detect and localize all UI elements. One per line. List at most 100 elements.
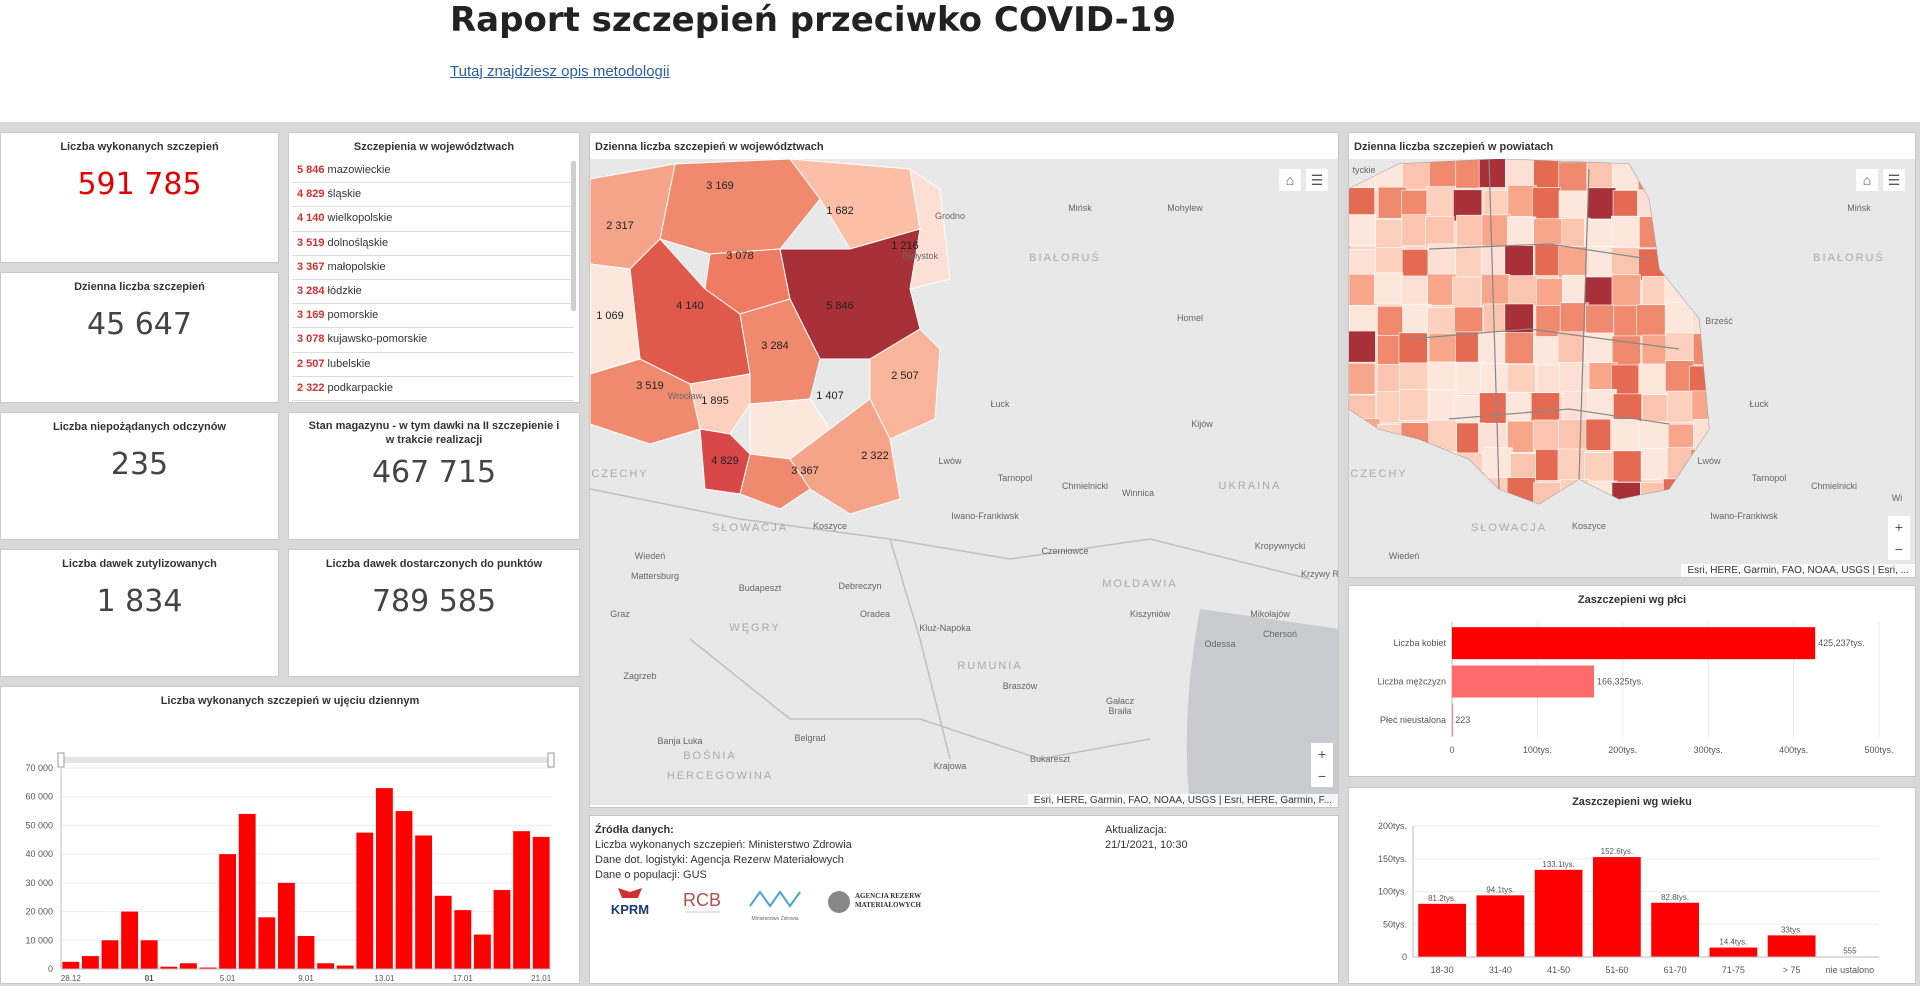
region-list-item[interactable]: 3 519 dolnośląskie: [292, 232, 574, 256]
methodology-link[interactable]: Tutaj znajdziesz opis metodologii: [450, 63, 670, 80]
voivodeship-shape[interactable]: [909, 167, 951, 290]
county-shape[interactable]: [1478, 159, 1508, 188]
county-shape[interactable]: [1558, 161, 1588, 194]
daily-bar[interactable]: [395, 811, 413, 969]
county-shape[interactable]: [1504, 245, 1534, 278]
region-list-item[interactable]: 3 367 małopolskie: [292, 256, 574, 280]
range-slider-handle-left[interactable]: [57, 752, 65, 768]
minus-icon[interactable]: −: [1888, 538, 1910, 560]
county-shape[interactable]: [1349, 187, 1376, 220]
county-shape[interactable]: [1584, 452, 1614, 485]
age-bar[interactable]: [1767, 935, 1816, 957]
county-shape[interactable]: [1453, 395, 1483, 427]
daily-bar[interactable]: [493, 890, 511, 969]
county-shape[interactable]: [1531, 187, 1562, 219]
county-shape[interactable]: [1665, 360, 1695, 393]
county-shape[interactable]: [1558, 246, 1588, 279]
daily-bar[interactable]: [336, 965, 354, 969]
county-shape[interactable]: [1636, 304, 1666, 337]
county-shape[interactable]: [1612, 450, 1642, 483]
legend-list-icon[interactable]: ☰: [1306, 169, 1328, 191]
county-shape[interactable]: [1427, 361, 1457, 394]
home-icon[interactable]: ⌂: [1856, 169, 1878, 191]
county-shape[interactable]: [1558, 190, 1588, 223]
region-list-item[interactable]: 4 140 wielkopolskie: [292, 207, 574, 232]
daily-bar[interactable]: [513, 831, 531, 969]
range-slider-track[interactable]: [61, 757, 551, 763]
county-map[interactable]: Mińsk BIAŁORUŚ Łuck Lwów Tarnopol Chmielnicki…: [1349, 159, 1916, 578]
daily-bar[interactable]: [356, 832, 374, 969]
voivodeship-map[interactable]: 3 169 1 682 2 317 1 216 3 078 4 140 5 846 1 069…: [590, 159, 1339, 805]
county-shape[interactable]: [1504, 159, 1535, 191]
legend-list-icon[interactable]: ☰: [1883, 169, 1905, 191]
daily-bar[interactable]: [121, 911, 139, 969]
county-shape[interactable]: [1533, 159, 1563, 191]
county-shape[interactable]: [1427, 273, 1457, 306]
daily-bar[interactable]: [81, 956, 99, 969]
age-bar[interactable]: [1592, 857, 1641, 957]
county-shape[interactable]: [1481, 274, 1511, 306]
county-shape[interactable]: [1562, 390, 1592, 423]
county-shape[interactable]: [1428, 159, 1458, 188]
daily-bar[interactable]: [101, 940, 119, 969]
county-shape[interactable]: [1349, 362, 1376, 395]
county-shape[interactable]: [1585, 304, 1615, 337]
county-shape[interactable]: [1666, 390, 1696, 423]
daily-bar[interactable]: [473, 934, 491, 969]
region-list-item[interactable]: 4 829 śląskie: [292, 183, 574, 208]
county-shape[interactable]: [1479, 392, 1509, 425]
county-shape[interactable]: [1455, 361, 1485, 394]
county-shape[interactable]: [1611, 247, 1641, 279]
county-shape[interactable]: [1481, 214, 1511, 247]
county-shape[interactable]: [1425, 216, 1455, 248]
age-bar[interactable]: [1709, 947, 1758, 957]
county-shape[interactable]: [1375, 219, 1405, 251]
range-slider-handle-right[interactable]: [547, 752, 555, 768]
region-list-item[interactable]: 2 322 podkarpackie: [292, 377, 574, 401]
daily-bar[interactable]: [199, 967, 217, 969]
county-shape[interactable]: [1507, 216, 1537, 249]
county-shape[interactable]: [1532, 419, 1562, 452]
county-shape[interactable]: [1508, 275, 1538, 308]
county-shape[interactable]: [1349, 273, 1378, 306]
age-bar[interactable]: [1418, 903, 1467, 957]
age-bar[interactable]: [1651, 902, 1700, 957]
region-list-item[interactable]: 3 078 kujawsko-pomorskie: [292, 328, 574, 353]
county-shape[interactable]: [1349, 330, 1376, 363]
daily-bar[interactable]: [160, 966, 178, 969]
county-shape[interactable]: [1428, 332, 1458, 365]
county-shape[interactable]: [1530, 392, 1560, 425]
daily-bar[interactable]: [62, 961, 80, 969]
county-shape[interactable]: [1401, 249, 1431, 281]
regions-scrollbar[interactable]: [571, 161, 576, 311]
daily-bar[interactable]: [140, 940, 158, 969]
county-shape[interactable]: [1557, 448, 1587, 481]
county-shape[interactable]: [1611, 215, 1641, 248]
county-shape[interactable]: [1399, 389, 1429, 421]
daily-bar[interactable]: [454, 910, 472, 969]
gender-bar[interactable]: [1452, 703, 1453, 736]
daily-bar[interactable]: [219, 854, 237, 969]
county-shape[interactable]: [1584, 332, 1614, 365]
daily-bar[interactable]: [258, 917, 276, 969]
region-list-item[interactable]: 3 284 łódzkie: [292, 280, 574, 305]
county-shape[interactable]: [1640, 448, 1670, 481]
region-list-item[interactable]: 5 846 mazowieckie: [292, 159, 574, 184]
gender-bar[interactable]: [1452, 665, 1595, 698]
county-shape[interactable]: [1611, 274, 1641, 307]
county-shape[interactable]: [1399, 362, 1429, 395]
county-shape[interactable]: [1638, 363, 1668, 396]
daily-bar[interactable]: [375, 788, 393, 969]
daily-bar[interactable]: [238, 813, 256, 969]
county-shape[interactable]: [1401, 275, 1431, 308]
age-bar[interactable]: [1476, 895, 1525, 957]
plus-icon[interactable]: +: [1311, 743, 1333, 765]
county-shape[interactable]: [1507, 420, 1537, 453]
county-shape[interactable]: [1506, 364, 1536, 396]
county-shape[interactable]: [1586, 159, 1616, 190]
daily-bar[interactable]: [317, 963, 335, 969]
county-shape[interactable]: [1477, 332, 1507, 364]
county-shape[interactable]: [1402, 303, 1432, 336]
daily-bar[interactable]: [179, 963, 197, 969]
region-list-item[interactable]: 3 169 pomorskie: [292, 304, 574, 329]
